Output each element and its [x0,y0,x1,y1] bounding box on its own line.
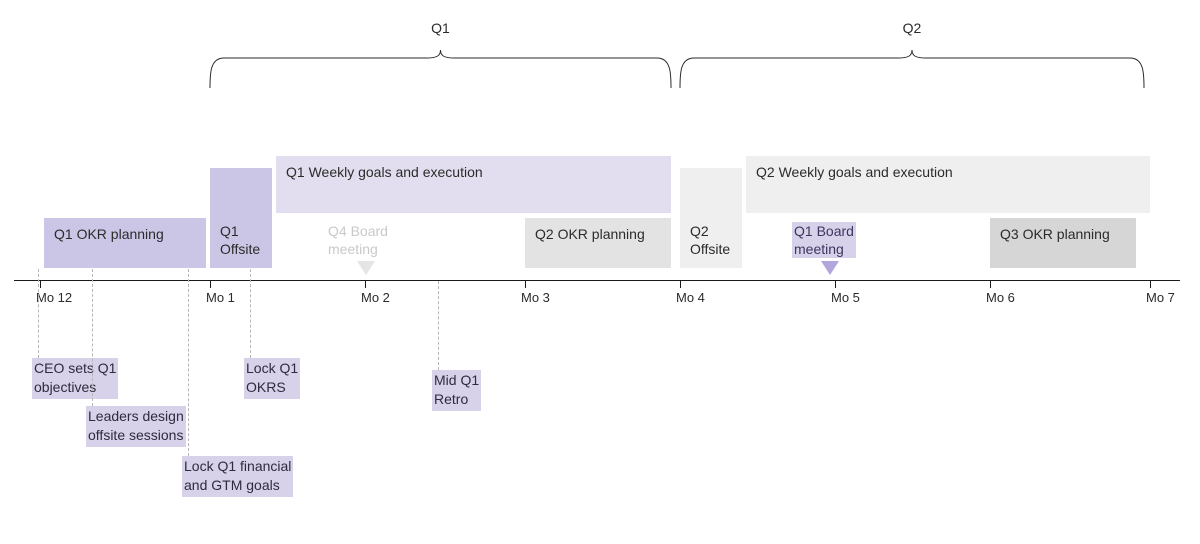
marker-q1-board-icon [821,261,839,275]
timeline-diagram: Q1 Q2 Q1 OKR planning Q1 Offsite Q1 Week… [0,0,1200,544]
axis-tick-label: Mo 1 [206,290,235,305]
marker-q1-board-label: Q1 Board meeting [792,222,856,258]
quarter-q2-label: Q2 [680,20,1144,36]
axis-tick [990,280,991,288]
milestone-mid-q1-retro: Mid Q1 Retro [432,370,481,411]
marker-q4-board-icon [357,261,375,275]
bar-label: Q3 OKR planning [1000,226,1110,244]
milestone-ceo-sets-q1: CEO sets Q1 objectives [32,358,118,399]
marker-q4-board-label: Q4 Board meeting [328,222,388,258]
bar-label: Q2 OKR planning [535,226,645,244]
axis-tick [210,280,211,288]
bar-q3-okr-planning: Q3 OKR planning [990,218,1136,268]
bar-label: Q1 Offsite [220,223,262,258]
bar-q1-offsite: Q1 Offsite [210,168,272,268]
milestone-connector [438,281,439,370]
axis-tick-label: Mo 6 [986,290,1015,305]
axis-tick-label: Mo 2 [361,290,390,305]
axis-tick-label: Mo 3 [521,290,550,305]
milestone-connector [38,269,39,358]
axis-tick-label: Mo 7 [1146,290,1175,305]
quarter-q1-label: Q1 [210,20,671,36]
axis-tick-label: Mo 4 [676,290,705,305]
axis-tick [365,280,366,288]
milestone-lock-financial: Lock Q1 financial and GTM goals [182,456,293,497]
bar-label: Q2 Weekly goals and execution [756,164,953,182]
bar-label: Q2 Offsite [690,223,732,258]
bar-label: Q1 OKR planning [54,226,164,244]
bar-label: Q1 Weekly goals and execution [286,164,483,182]
brace-layer [0,0,1200,544]
bar-q1-okr-planning: Q1 OKR planning [44,218,206,268]
axis-tick [835,280,836,288]
bar-q2-offsite: Q2 Offsite [680,168,742,268]
milestone-lock-okrs: Lock Q1 OKRS [244,358,300,399]
bar-q1-weekly: Q1 Weekly goals and execution [276,156,671,213]
milestone-connector [188,269,189,456]
milestone-leaders-design: Leaders design offsite sessions [86,406,186,447]
bar-q2-weekly: Q2 Weekly goals and execution [746,156,1150,213]
axis-tick [40,280,41,288]
axis-tick [680,280,681,288]
axis-tick [1150,280,1151,288]
axis-tick-label: Mo 5 [831,290,860,305]
axis-tick [525,280,526,288]
axis-tick-label: Mo 12 [36,290,72,305]
bar-q2-okr-planning: Q2 OKR planning [525,218,671,268]
milestone-connector [92,269,93,406]
milestone-connector [250,269,251,358]
